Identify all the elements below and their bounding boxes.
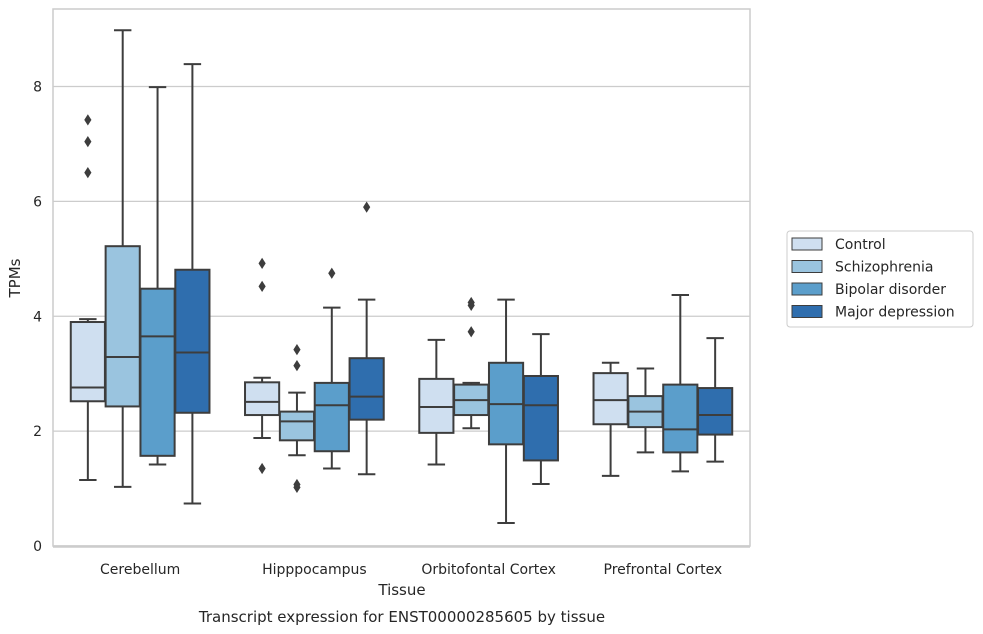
box-iqr [592, 372, 629, 426]
box-1-3 [348, 201, 385, 476]
outlier-point [84, 167, 92, 179]
outlier-point [293, 360, 301, 372]
box-iqr [522, 374, 559, 462]
y-tick-label: 8 [33, 80, 42, 96]
box-iqr [174, 268, 211, 414]
outlier-point [467, 296, 475, 309]
box-2-3 [522, 333, 559, 485]
box-3-0 [592, 361, 629, 477]
outlier-point [293, 478, 301, 491]
legend-swatch [791, 260, 823, 273]
box-iqr [69, 321, 106, 403]
outlier-point [293, 343, 301, 356]
y-tick-label: 0 [33, 539, 42, 555]
box-2-1 [453, 296, 490, 430]
y-tick-label: 6 [33, 194, 42, 210]
box-3-3 [697, 337, 734, 463]
box-iqr [313, 381, 350, 453]
legend-label: Major depression [835, 305, 955, 321]
box-3-1 [627, 367, 664, 454]
outlier-point [84, 136, 92, 148]
outlier-point [84, 114, 92, 126]
x-axis-tick-labels: Cerebellum Hipppocampus Orbitofontal Corte… [100, 562, 722, 578]
legend: Control Schizophrenia Bipolar disorder Majo… [786, 230, 974, 328]
box-0-0 [69, 114, 106, 481]
y-axis-ticks: 0 2 4 6 8 [33, 80, 42, 555]
box-0-2 [139, 86, 176, 466]
legend-swatch [791, 237, 823, 251]
x-tick-label: Orbitofontal Cortex [421, 562, 556, 578]
box-iqr [278, 410, 316, 442]
box-1-1 [278, 343, 316, 494]
box-iqr [348, 357, 385, 421]
x-tick-label: Hipppocampus [262, 562, 367, 578]
legend-frame [786, 230, 974, 328]
legend-swatch [791, 282, 823, 296]
box-2-0 [418, 338, 455, 466]
box-1-0 [244, 257, 281, 475]
x-axis-label: Tissue [377, 581, 425, 599]
box-iqr [104, 245, 141, 408]
box-0-3 [174, 63, 211, 505]
outlier-point [258, 462, 266, 475]
outlier-point [258, 257, 266, 270]
legend-swatch [791, 305, 823, 318]
outlier-point [467, 326, 475, 338]
outlier-point [328, 267, 336, 279]
box-0-1 [104, 29, 141, 488]
x-tick-label: Cerebellum [100, 562, 180, 578]
y-tick-label: 2 [33, 424, 42, 440]
legend-label: Control [835, 237, 886, 253]
y-tick-label: 4 [33, 309, 42, 325]
x-tick-label: Prefrontal Cortex [604, 562, 723, 578]
box-3-2 [662, 294, 699, 473]
outlier-point [363, 201, 371, 213]
box-iqr [418, 377, 455, 434]
box-2-2 [487, 298, 525, 525]
box-iqr [244, 381, 281, 417]
legend-label: Schizophrenia [835, 260, 933, 276]
boxes [69, 29, 734, 525]
outlier-point [258, 280, 266, 293]
legend-label: Bipolar disorder [835, 282, 946, 298]
y-axis-label: TPMs [6, 258, 24, 298]
box-iqr [662, 383, 699, 454]
chart-caption: Transcript expression for ENST0000028560… [198, 608, 605, 626]
box-iqr [139, 287, 176, 457]
box-iqr [697, 387, 734, 436]
box-1-2 [313, 267, 350, 470]
